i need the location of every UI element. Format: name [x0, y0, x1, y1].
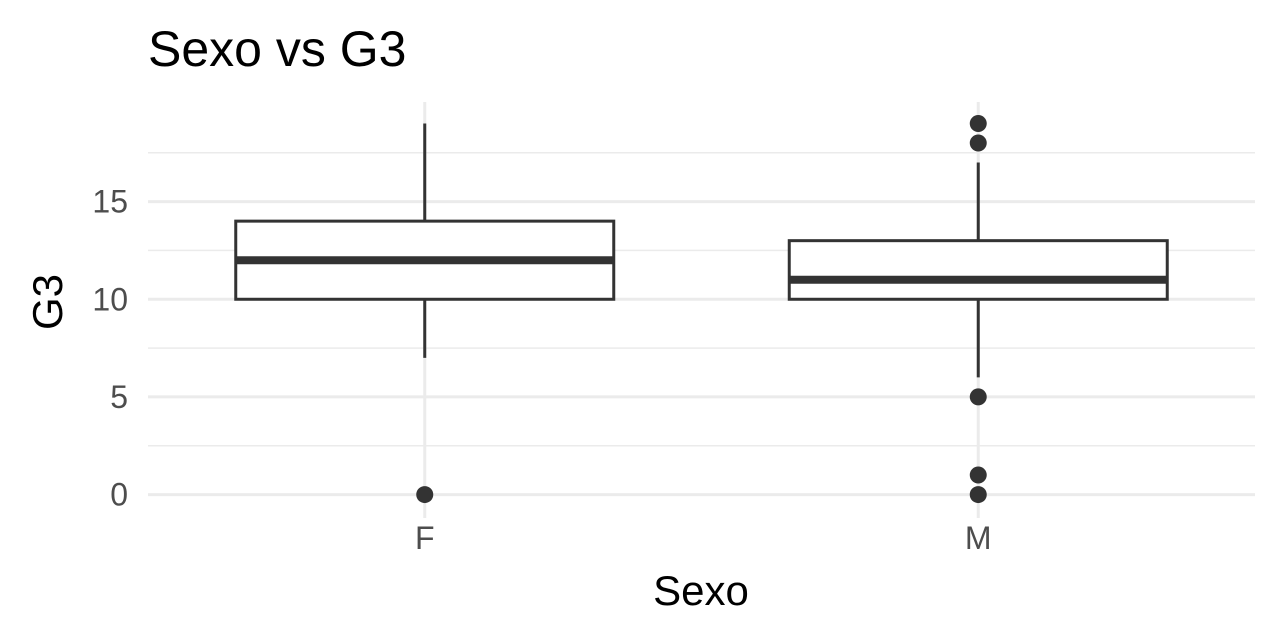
x-tick-label: M — [965, 520, 992, 556]
y-tick-label: 5 — [110, 379, 128, 415]
x-axis-title: Sexo — [653, 567, 749, 614]
outlier-point — [969, 388, 987, 406]
axis-ticks: 0 5 10 15 F M — [92, 184, 991, 556]
x-tick-label: F — [415, 520, 435, 556]
interquartile-box — [787, 239, 1169, 301]
outlier-point — [969, 134, 987, 152]
chart-title: Sexo vs G3 — [148, 21, 406, 77]
outlier-point — [969, 486, 987, 504]
y-tick-label: 0 — [110, 477, 128, 513]
y-axis-title: G3 — [24, 274, 71, 330]
box-M — [787, 114, 1169, 504]
box-plots — [234, 114, 1169, 504]
outlier-point — [969, 466, 987, 484]
outlier-point — [416, 486, 434, 504]
y-tick-label: 15 — [92, 184, 128, 220]
box-F — [234, 123, 616, 504]
outlier-point — [969, 114, 987, 132]
y-tick-label: 10 — [92, 281, 128, 317]
grid-lines — [148, 102, 1255, 518]
